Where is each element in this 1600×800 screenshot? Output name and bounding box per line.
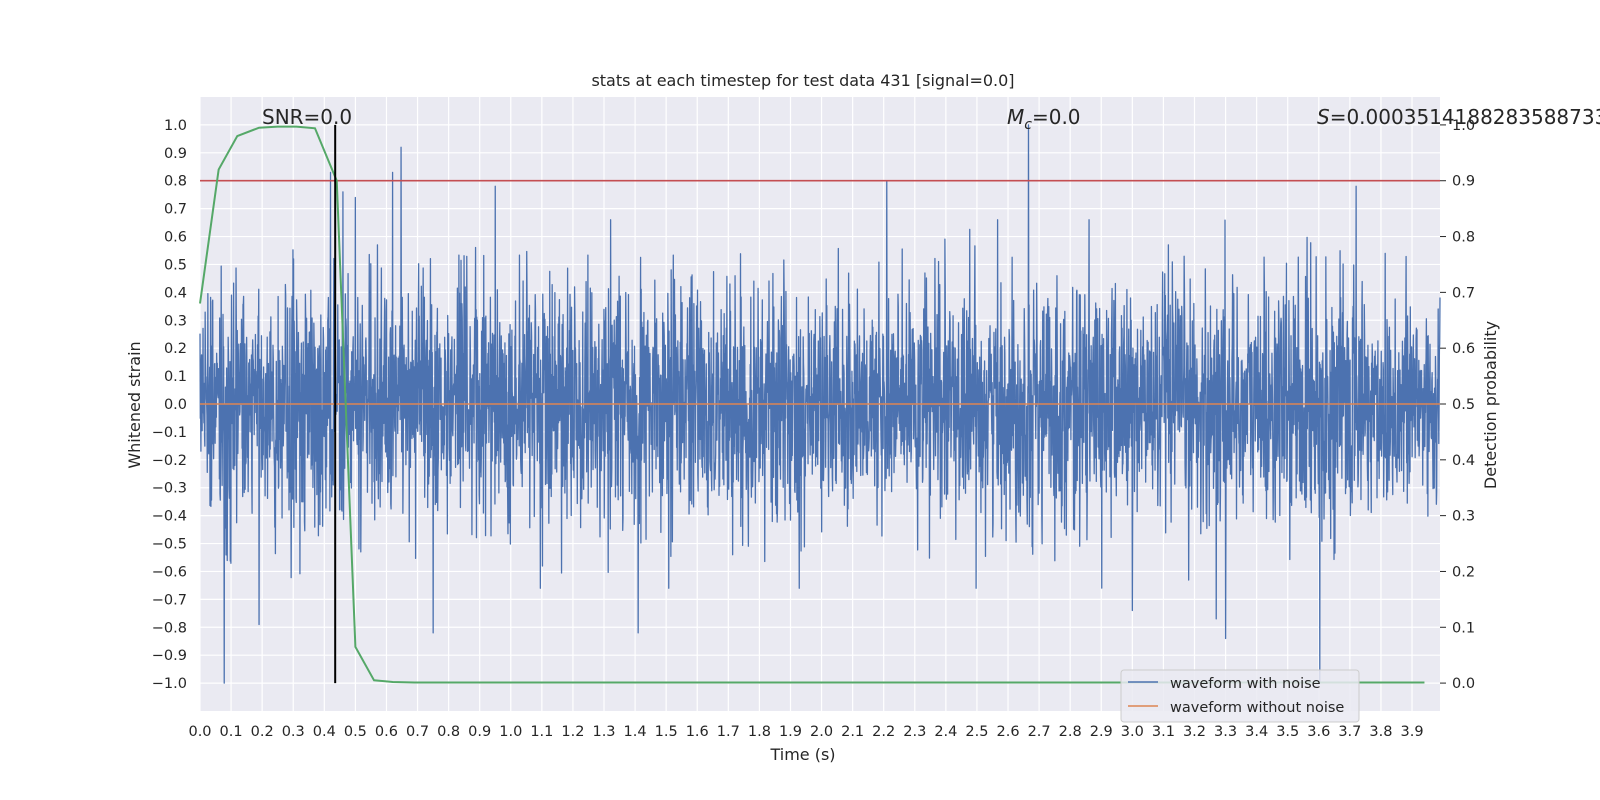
x-tick-label: 3.4 — [1245, 724, 1268, 740]
x-tick-label: 1.3 — [592, 724, 615, 740]
x-tick-label: 0.7 — [406, 724, 429, 740]
x-tick-label: 2.3 — [903, 724, 926, 740]
mc-symbol: M — [1007, 105, 1024, 129]
y-tick-label: 0.2 — [164, 341, 187, 357]
y2-tick-label: 0.2 — [1452, 564, 1475, 580]
x-tick-label: 3.8 — [1369, 724, 1392, 740]
y2-axis-label: Detection probability — [1481, 321, 1500, 489]
y2-tick-label: 1.0 — [1452, 118, 1475, 134]
y-tick-label: 0.1 — [164, 369, 187, 385]
y2-tick-label: 0.4 — [1452, 453, 1475, 469]
y-tick-label: −0.4 — [152, 509, 187, 525]
y-tick-label: −0.8 — [152, 620, 187, 636]
mc-annotation: Mc=0.0 — [1007, 105, 1081, 133]
x-tick-label: 3.7 — [1338, 724, 1361, 740]
mc-subscript: c — [1024, 117, 1032, 133]
chart-title: stats at each timestep for test data 431… — [591, 71, 1014, 90]
x-tick-label: 0.6 — [375, 724, 398, 740]
x-tick-label: 1.7 — [717, 724, 740, 740]
x-tick-label: 3.0 — [1121, 724, 1144, 740]
y-tick-label: 0.9 — [164, 146, 187, 162]
s-symbol: S — [1317, 105, 1330, 129]
y-tick-label: −0.5 — [152, 537, 187, 553]
y2-tick-label: 0.3 — [1452, 509, 1475, 525]
y-tick-label: −0.2 — [152, 453, 187, 469]
x-tick-label: 3.5 — [1276, 724, 1299, 740]
probability-series-line — [199, 125, 1425, 684]
x-tick-label: 1.8 — [748, 724, 771, 740]
y-tick-label: −0.6 — [152, 564, 187, 580]
legend: waveform with noise waveform without noi… — [1120, 669, 1360, 723]
x-tick-label: 2.1 — [841, 724, 864, 740]
legend-clean-label: waveform without noise — [1170, 700, 1344, 716]
x-tick-label: 2.0 — [810, 724, 833, 740]
y-tick-label: 0.0 — [164, 397, 187, 413]
x-tick-label: 1.1 — [530, 724, 553, 740]
x-tick-label: 0.1 — [220, 724, 243, 740]
y-tick-label: −0.1 — [152, 425, 187, 441]
x-tick-label: 0.2 — [251, 724, 274, 740]
y-tick-label: 0.6 — [164, 230, 187, 246]
y2-tick-label: 0.5 — [1452, 397, 1475, 413]
y-tick-label: −0.7 — [152, 592, 187, 608]
mc-value: =0.0 — [1032, 105, 1081, 129]
y2-tick-label: 0.6 — [1452, 341, 1475, 357]
x-tick-label: 1.4 — [624, 724, 647, 740]
x-tick-label: 0.5 — [344, 724, 367, 740]
legend-noise-label: waveform with noise — [1170, 676, 1321, 692]
x-tick-label: 0.8 — [437, 724, 460, 740]
x-tick-label: 1.6 — [686, 724, 709, 740]
y-tick-label: −0.9 — [152, 648, 187, 664]
x-tick-label: 2.2 — [872, 724, 895, 740]
y-tick-label: 0.5 — [164, 257, 187, 273]
snr-annotation: SNR=0.0 — [262, 105, 352, 129]
x-tick-label: 2.8 — [1059, 724, 1082, 740]
y2-tick-label: 0.1 — [1452, 620, 1475, 636]
x-tick-label: 3.2 — [1183, 724, 1206, 740]
y2-tick-label: 0.7 — [1452, 285, 1475, 301]
y-tick-label: 0.8 — [164, 174, 187, 190]
x-tick-label: 0.3 — [282, 724, 305, 740]
x-tick-label: 1.0 — [499, 724, 522, 740]
x-tick-label: 2.5 — [965, 724, 988, 740]
x-tick-label: 2.4 — [934, 724, 957, 740]
x-tick-label: 1.2 — [561, 724, 584, 740]
x-axis-label: Time (s) — [769, 745, 835, 764]
x-tick-label: 3.3 — [1214, 724, 1237, 740]
y2-tick-label: 0.8 — [1452, 230, 1475, 246]
y-tick-label: −0.3 — [152, 481, 187, 497]
x-tick-label: 3.9 — [1400, 724, 1423, 740]
x-tick-label: 3.6 — [1307, 724, 1330, 740]
x-tick-label: 0.4 — [313, 724, 336, 740]
y-tick-label: 0.4 — [164, 285, 187, 301]
x-tick-label: 2.6 — [996, 724, 1019, 740]
s-annotation: S=0.0003514188283588733 — [1317, 105, 1600, 129]
y-tick-label: 1.0 — [164, 118, 187, 134]
y-tick-label: 0.7 — [164, 202, 187, 218]
x-tick-label: 2.9 — [1090, 724, 1113, 740]
y-tick-label: 0.3 — [164, 313, 187, 329]
noise-series-line — [199, 124, 1441, 684]
legend-box — [1120, 669, 1360, 723]
s-value: =0.0003514188283588733 — [1330, 105, 1600, 129]
y-axis-label: Whitened strain — [125, 341, 144, 468]
y2-tick-label: 0.0 — [1452, 676, 1475, 692]
y2-tick-label: 0.9 — [1452, 174, 1475, 190]
x-tick-label: 0.9 — [468, 724, 491, 740]
x-tick-label: 2.7 — [1028, 724, 1051, 740]
x-tick-label: 3.1 — [1152, 724, 1175, 740]
x-tick-label: 0.0 — [188, 724, 211, 740]
y-tick-label: −1.0 — [152, 676, 187, 692]
x-tick-label: 1.9 — [779, 724, 802, 740]
x-tick-label: 1.5 — [655, 724, 678, 740]
